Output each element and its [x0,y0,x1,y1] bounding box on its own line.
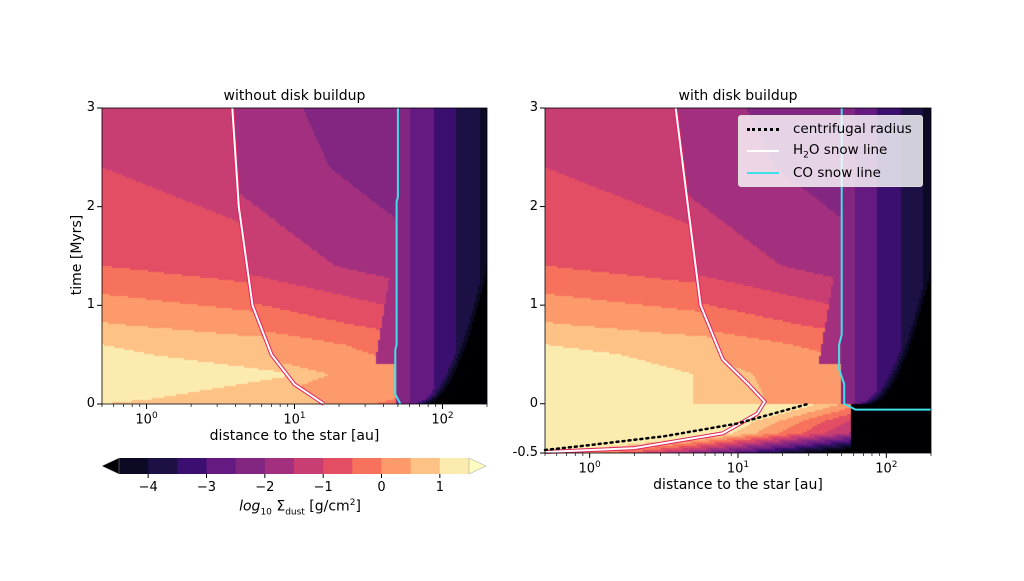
cyan-line-icon [747,172,779,174]
y-tick-label: 2 [86,198,95,214]
colorbar-tick-label: 0 [377,480,386,495]
colorbar-segment [410,458,441,474]
right-panel-title: with disk buildup [678,88,798,104]
colorbar-segment [439,458,470,474]
legend-entry-h2o-snow-line: H2O snow line [747,141,887,161]
colorbar-segment [323,458,353,474]
y-tick-label: 3 [529,100,538,115]
dotted-line-icon [747,127,779,131]
x-tick-label: 102 [431,411,454,428]
centrifugal-radius-line [543,402,811,452]
colorbar-segment [206,458,237,474]
co-snow-line [394,108,402,405]
x-tick-label: 101 [283,411,306,428]
colorbar-segment [294,458,324,474]
legend-entry-co-snow-line: CO snow line [747,163,881,183]
y-tick-label: 3 [86,100,95,115]
co-snow-line [838,108,931,411]
right-x-axis-label: distance to the star [au] [653,477,823,493]
white-line-icon [747,150,779,152]
y-tick-label: 0 [529,395,538,411]
colorbar-segment [177,458,207,474]
colorbar-segment [352,458,382,474]
legend: centrifugal radius H2O snow line CO snow… [738,115,923,187]
y-tick-label: 1 [529,297,538,313]
colorbar-label: log10 Σdust [g/cm2] [239,498,361,518]
left-dust-density-heatmap [102,108,487,404]
legend-label: centrifugal radius [793,121,912,137]
colorbar-tick-label: −3 [196,480,217,495]
x-tick-label: 102 [875,460,898,477]
y-tick-label: 2 [529,198,538,214]
colorbar-segment [264,458,295,474]
colorbar-tick-label: 1 [435,480,444,495]
legend-entry-centrifugal-radius: centrifugal radius [747,119,912,139]
colorbar-under-arrow [101,457,120,475]
colorbar-tick-label: −2 [255,480,275,495]
colorbar-segment [148,458,178,474]
y-tick-label: 0 [86,396,95,411]
x-tick-label: 101 [726,460,750,477]
colorbar-over-arrow [468,457,487,475]
x-tick-label: 100 [578,460,601,477]
colorbar-segment [235,458,266,474]
left-x-axis-label: distance to the star [au] [209,428,380,444]
left-panel-title: without disk buildup [223,88,366,104]
colorbar-segment [119,458,149,474]
colorbar-tick-label: −4 [138,480,158,495]
y-tick-label: 1 [86,297,95,313]
legend-label: CO snow line [793,165,881,181]
legend-label: H2O snow line [793,141,888,161]
h2o-snow-line [231,107,325,405]
colorbar-tick-label: −1 [313,480,333,495]
y-tick-label: -0.5 [512,445,538,460]
colorbar-segment [381,458,412,474]
x-tick-label: 100 [135,411,158,428]
h2o-snow-line [544,107,766,453]
